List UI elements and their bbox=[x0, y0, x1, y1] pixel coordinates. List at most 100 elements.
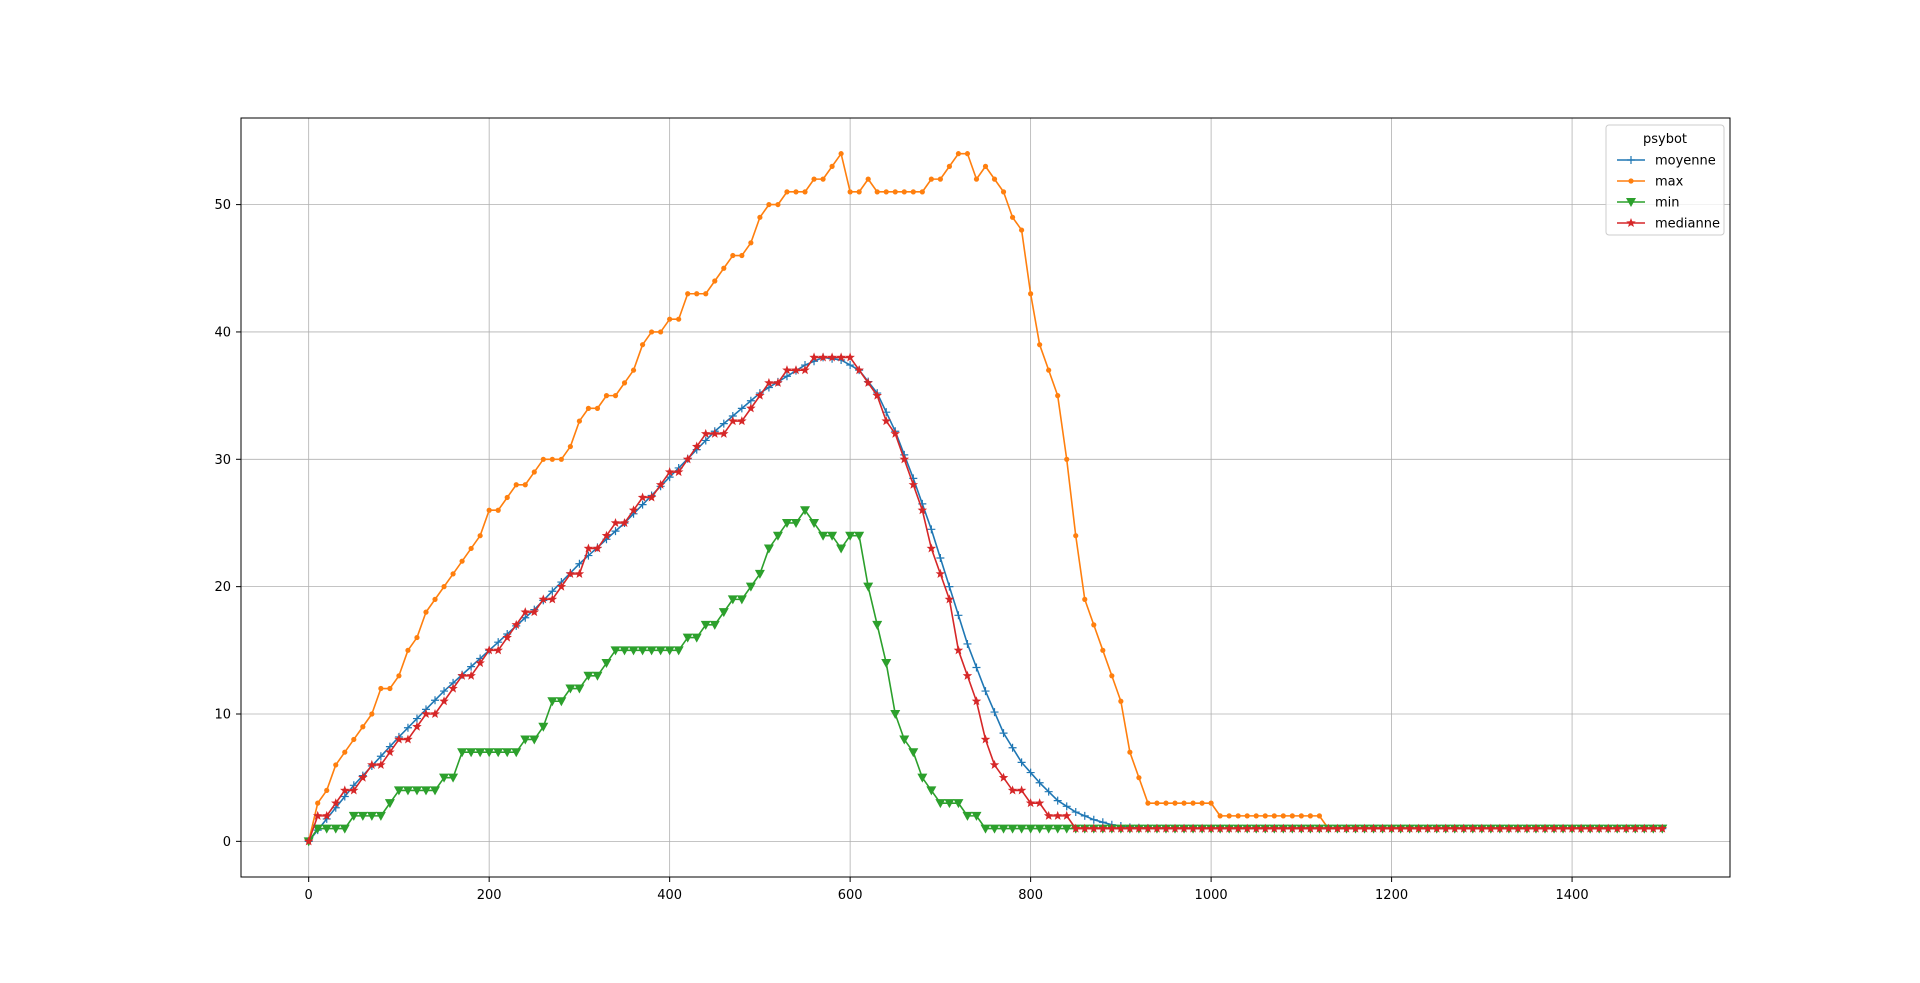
data-point-medianne bbox=[1522, 823, 1532, 833]
data-point-min bbox=[330, 824, 341, 834]
data-point-medianne bbox=[1621, 823, 1631, 833]
data-point-medianne bbox=[1260, 823, 1271, 833]
data-point-medianne bbox=[872, 390, 882, 400]
data-point-max bbox=[396, 673, 402, 679]
data-point-medianne bbox=[1558, 823, 1568, 833]
data-point-medianne bbox=[773, 377, 783, 387]
data-point-moyenne bbox=[846, 361, 855, 370]
data-point-min bbox=[646, 646, 657, 656]
data-point-medianne bbox=[1134, 823, 1144, 833]
data-point-medianne bbox=[331, 798, 341, 808]
data-point-medianne bbox=[565, 568, 576, 578]
data-point-max bbox=[1136, 775, 1142, 781]
legend-marker-min bbox=[1626, 198, 1636, 207]
data-point-min bbox=[366, 811, 377, 821]
data-point-min bbox=[682, 633, 693, 643]
data-point-min bbox=[493, 748, 504, 758]
data-point-medianne bbox=[619, 517, 630, 528]
data-point-medianne bbox=[448, 683, 458, 693]
data-point-min bbox=[890, 709, 901, 719]
x-tick-label: 600 bbox=[838, 888, 863, 903]
series-medianne bbox=[303, 352, 1668, 846]
data-point-medianne bbox=[1125, 823, 1135, 833]
data-point-max bbox=[477, 533, 483, 539]
data-point-medianne bbox=[1450, 823, 1460, 833]
data-point-max bbox=[1000, 189, 1007, 195]
x-tick-label: 0 bbox=[305, 888, 313, 903]
data-point-min bbox=[637, 646, 648, 656]
legend-box bbox=[1605, 124, 1725, 236]
data-point-medianne bbox=[358, 772, 368, 782]
data-point-max bbox=[459, 558, 465, 564]
data-point-moyenne bbox=[1089, 815, 1098, 824]
data-point-min bbox=[980, 824, 991, 834]
data-point-max bbox=[955, 151, 962, 157]
data-point-max bbox=[621, 380, 628, 386]
data-point-min bbox=[953, 799, 964, 809]
data-point-moyenne bbox=[440, 687, 449, 696]
data-point-min bbox=[402, 786, 413, 796]
data-point-max bbox=[603, 393, 610, 399]
data-point-medianne bbox=[1386, 823, 1397, 833]
data-point-min bbox=[466, 748, 477, 758]
data-point-max bbox=[351, 736, 357, 743]
data-point-medianne bbox=[1459, 823, 1469, 833]
data-point-max bbox=[1046, 367, 1052, 373]
data-point-medianne bbox=[1567, 823, 1577, 833]
data-point-moyenne bbox=[376, 752, 385, 761]
data-point-moyenne bbox=[963, 639, 972, 648]
data-point-medianne bbox=[312, 810, 323, 820]
data-point-moyenne bbox=[1062, 802, 1071, 811]
data-point-max bbox=[964, 151, 971, 157]
data-point-max bbox=[1271, 813, 1277, 819]
data-point-medianne bbox=[655, 479, 666, 489]
data-point-max bbox=[856, 189, 862, 195]
data-point-max bbox=[1316, 813, 1322, 819]
data-point-moyenne bbox=[1035, 778, 1044, 787]
data-point-medianne bbox=[1179, 823, 1189, 833]
data-point-min bbox=[348, 811, 359, 821]
data-point-medianne bbox=[376, 759, 386, 769]
data-point-medianne bbox=[1576, 823, 1586, 833]
data-point-max bbox=[838, 151, 844, 157]
data-point-medianne bbox=[1305, 823, 1316, 833]
data-point-medianne bbox=[863, 377, 873, 387]
data-point-medianne bbox=[303, 836, 314, 846]
legend-marker-max bbox=[1628, 178, 1634, 184]
data-point-medianne bbox=[493, 645, 503, 655]
data-point-max bbox=[1154, 800, 1160, 806]
data-point-max bbox=[1055, 393, 1061, 399]
data-point-max bbox=[1145, 800, 1151, 806]
data-point-medianne bbox=[1594, 823, 1604, 833]
legend-marker-medianne bbox=[1626, 218, 1636, 228]
data-point-min bbox=[836, 544, 847, 554]
data-point-medianne bbox=[1440, 823, 1451, 833]
data-point-min bbox=[583, 671, 594, 681]
data-point-medianne bbox=[1585, 823, 1595, 833]
data-point-max bbox=[703, 291, 709, 297]
data-point-medianne bbox=[349, 785, 359, 795]
data-point-max bbox=[685, 291, 691, 297]
data-point-max bbox=[847, 189, 853, 195]
data-point-min bbox=[926, 786, 937, 796]
data-point-medianne bbox=[755, 390, 765, 400]
data-point-medianne bbox=[556, 581, 567, 591]
data-point-medianne bbox=[989, 759, 1000, 769]
data-point-medianne bbox=[1431, 823, 1442, 833]
data-point-medianne bbox=[746, 403, 756, 413]
data-point-min bbox=[592, 671, 603, 681]
plot-area bbox=[241, 118, 1730, 877]
data-point-medianne bbox=[881, 416, 891, 426]
data-point-moyenne bbox=[412, 714, 421, 723]
data-point-min bbox=[511, 748, 522, 758]
data-point-max bbox=[405, 647, 411, 653]
data-point-min bbox=[574, 684, 585, 694]
data-point-max bbox=[1235, 813, 1241, 819]
data-point-min bbox=[763, 544, 774, 554]
data-point-moyenne bbox=[954, 611, 963, 620]
data-point-medianne bbox=[403, 734, 413, 744]
data-point-medianne bbox=[520, 607, 531, 617]
data-point-min bbox=[908, 748, 919, 758]
data-point-moyenne bbox=[1053, 796, 1062, 805]
data-point-medianne bbox=[1016, 785, 1027, 795]
